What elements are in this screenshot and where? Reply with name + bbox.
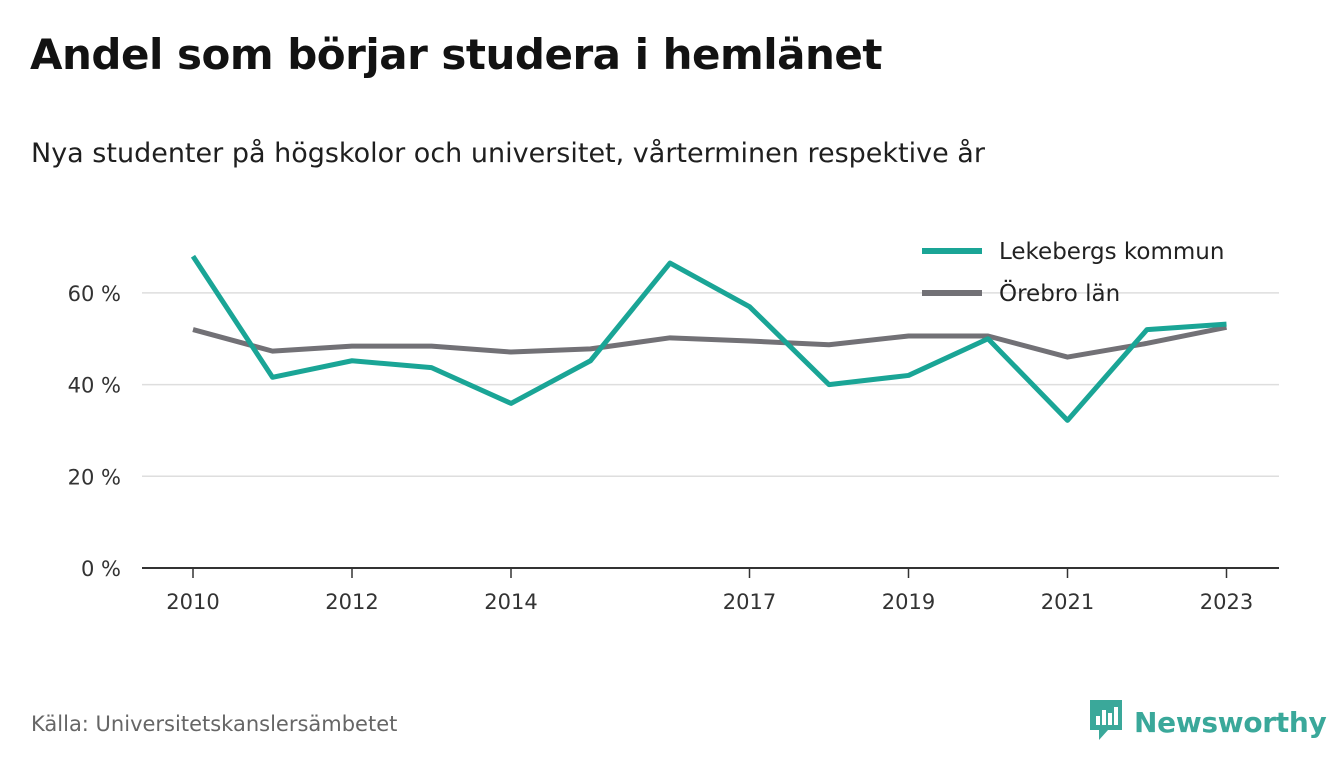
newsworthy-logo-icon	[1088, 698, 1124, 746]
x-tick-label: 2017	[723, 590, 776, 614]
x-axis: 2010 2012 2014 2017 2019 2021 2023	[142, 567, 1279, 614]
brand-name: Newsworthy	[1134, 705, 1327, 739]
x-tick-label: 2014	[484, 590, 537, 614]
source-note: Källa: Universitetskanslersämbetet	[31, 712, 398, 736]
y-tick-label: 60 %	[68, 282, 121, 306]
line-chart: 0 % 20 % 40 % 60 % 2010 2012 2014 2017 2019 2021…	[68, 239, 1279, 614]
chart-title: Andel som börjar studera i hemlänet	[30, 30, 883, 79]
y-tick-label: 20 %	[68, 465, 121, 489]
x-tick-label: 2010	[166, 590, 219, 614]
y-tick-label: 0 %	[81, 557, 121, 581]
brand-logo[interactable]: Newsworthy	[1088, 698, 1327, 746]
series-lines	[190, 254, 1227, 423]
x-tick-label: 2012	[325, 590, 378, 614]
y-axis-ticks: 0 % 20 % 40 % 60 %	[68, 282, 121, 581]
x-tick-label: 2021	[1041, 590, 1094, 614]
series-line-orebro-lan	[192, 324, 1227, 360]
legend-label: Lekebergs kommun	[999, 239, 1224, 265]
chart-subtitle: Nya studenter på högskolor och universit…	[31, 138, 985, 169]
grid-lines	[142, 292, 1279, 478]
legend: Lekebergs kommun Örebro län	[922, 239, 1224, 307]
x-tick-label: 2019	[882, 590, 935, 614]
x-tick-label: 2023	[1200, 590, 1253, 614]
legend-label: Örebro län	[999, 279, 1120, 307]
series-line-lekebergs-kommun	[190, 254, 1227, 423]
y-tick-label: 40 %	[68, 374, 121, 398]
